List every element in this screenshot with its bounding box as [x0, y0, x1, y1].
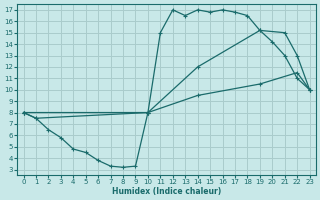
X-axis label: Humidex (Indice chaleur): Humidex (Indice chaleur): [112, 187, 221, 196]
